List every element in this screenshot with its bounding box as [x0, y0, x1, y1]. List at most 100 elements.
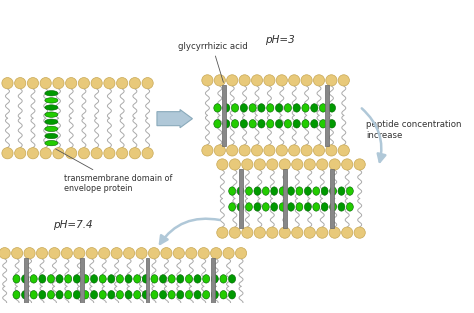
Circle shape [15, 78, 26, 89]
Ellipse shape [117, 290, 123, 299]
Ellipse shape [310, 104, 318, 112]
Ellipse shape [258, 104, 265, 112]
Ellipse shape [328, 104, 336, 112]
Circle shape [53, 148, 64, 159]
Ellipse shape [231, 120, 238, 128]
Ellipse shape [329, 203, 337, 211]
Ellipse shape [328, 120, 336, 128]
Circle shape [53, 78, 64, 89]
Ellipse shape [73, 275, 81, 283]
Circle shape [86, 248, 97, 259]
Ellipse shape [296, 203, 303, 211]
Circle shape [342, 227, 353, 238]
Circle shape [123, 248, 135, 259]
Ellipse shape [304, 187, 311, 195]
Ellipse shape [228, 275, 236, 283]
Ellipse shape [284, 104, 292, 112]
Ellipse shape [99, 275, 106, 283]
Ellipse shape [134, 290, 141, 299]
Circle shape [78, 78, 90, 89]
Ellipse shape [45, 105, 58, 110]
Circle shape [0, 248, 10, 259]
Ellipse shape [267, 120, 274, 128]
Ellipse shape [214, 120, 221, 128]
Circle shape [338, 145, 349, 156]
Circle shape [24, 248, 35, 259]
Ellipse shape [160, 290, 166, 299]
Ellipse shape [142, 275, 149, 283]
Circle shape [239, 75, 250, 86]
Ellipse shape [321, 203, 328, 211]
Ellipse shape [288, 203, 294, 211]
Circle shape [279, 159, 291, 170]
Bar [222, 85, 226, 146]
Ellipse shape [223, 104, 230, 112]
Circle shape [40, 78, 51, 89]
Bar [211, 258, 215, 313]
Circle shape [61, 248, 73, 259]
Circle shape [227, 145, 238, 156]
Ellipse shape [302, 120, 309, 128]
Ellipse shape [194, 275, 201, 283]
Circle shape [254, 159, 265, 170]
Bar [325, 85, 329, 146]
Text: glycyrrhizic acid: glycyrrhizic acid [177, 42, 247, 82]
Circle shape [36, 248, 47, 259]
Ellipse shape [338, 203, 345, 211]
Ellipse shape [275, 104, 283, 112]
Circle shape [117, 148, 128, 159]
Circle shape [276, 75, 287, 86]
Ellipse shape [151, 275, 158, 283]
Circle shape [65, 78, 77, 89]
Ellipse shape [249, 120, 256, 128]
Ellipse shape [329, 187, 337, 195]
Ellipse shape [151, 290, 158, 299]
Circle shape [292, 159, 303, 170]
Ellipse shape [338, 187, 345, 195]
Ellipse shape [271, 203, 278, 211]
Circle shape [317, 159, 328, 170]
Circle shape [15, 148, 26, 159]
Ellipse shape [319, 120, 327, 128]
Ellipse shape [30, 290, 37, 299]
Text: peptide concentration
increase: peptide concentration increase [366, 120, 462, 140]
Bar [81, 258, 84, 313]
Circle shape [142, 78, 153, 89]
Circle shape [289, 145, 300, 156]
Ellipse shape [45, 112, 58, 117]
Ellipse shape [293, 120, 301, 128]
Ellipse shape [228, 290, 236, 299]
Ellipse shape [47, 275, 55, 283]
Circle shape [65, 148, 77, 159]
Ellipse shape [108, 275, 115, 283]
Ellipse shape [45, 126, 58, 131]
Circle shape [338, 75, 349, 86]
Circle shape [198, 248, 210, 259]
Ellipse shape [125, 290, 132, 299]
Circle shape [276, 145, 287, 156]
Ellipse shape [237, 187, 244, 195]
Circle shape [227, 75, 238, 86]
Ellipse shape [117, 275, 123, 283]
Circle shape [354, 159, 365, 170]
FancyArrowPatch shape [160, 219, 219, 244]
Circle shape [236, 248, 246, 259]
Circle shape [2, 148, 13, 159]
Ellipse shape [45, 98, 58, 103]
Ellipse shape [254, 203, 261, 211]
Ellipse shape [346, 203, 353, 211]
Circle shape [40, 148, 51, 159]
Ellipse shape [240, 120, 247, 128]
Ellipse shape [203, 290, 210, 299]
Circle shape [242, 227, 253, 238]
Ellipse shape [321, 187, 328, 195]
Ellipse shape [254, 187, 261, 195]
Circle shape [251, 75, 263, 86]
Ellipse shape [223, 120, 230, 128]
Ellipse shape [313, 187, 319, 195]
Ellipse shape [91, 275, 98, 283]
Circle shape [304, 227, 315, 238]
Ellipse shape [56, 290, 63, 299]
Bar [330, 169, 334, 228]
Ellipse shape [168, 290, 175, 299]
